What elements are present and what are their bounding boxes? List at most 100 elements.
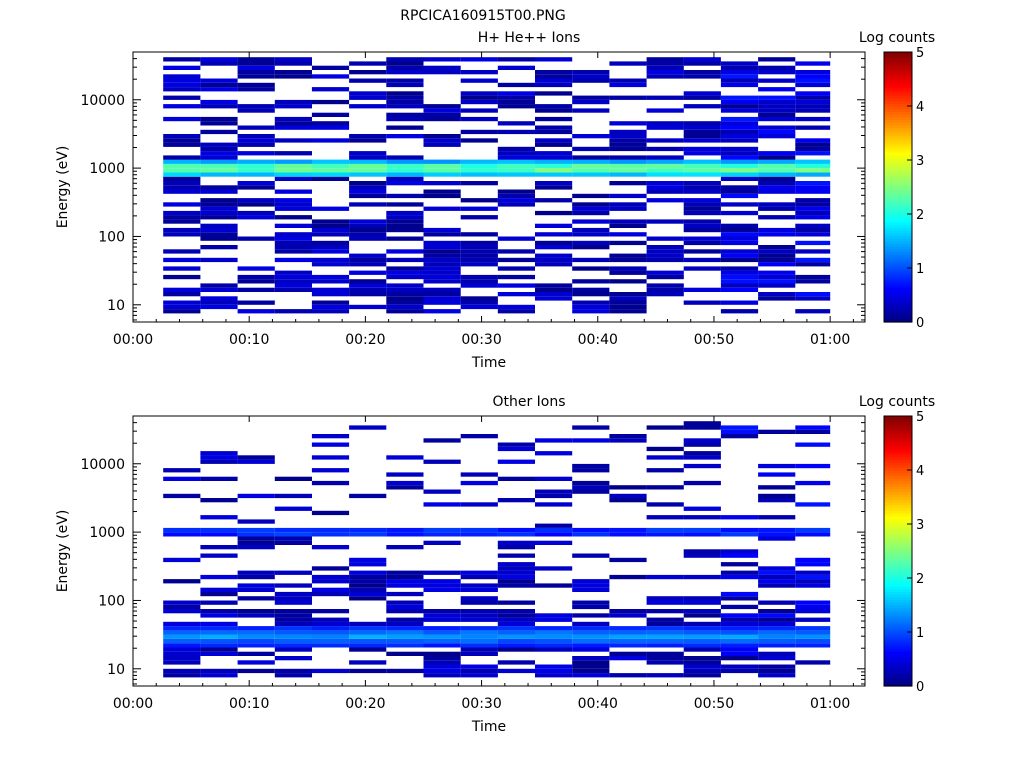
heatmap-cell [460, 262, 498, 267]
heatmap-cell [683, 455, 721, 460]
heatmap-cell [497, 613, 535, 618]
colorbar-step [884, 146, 912, 150]
heatmap-cell [386, 583, 424, 588]
heatmap-cell [163, 257, 201, 263]
heatmap-cell [237, 638, 275, 644]
heatmap-cell [274, 236, 312, 241]
colorbar-step [884, 642, 912, 647]
heatmap-cell [349, 570, 387, 575]
heatmap-cell [646, 236, 684, 241]
colorbar-step [884, 241, 912, 245]
heatmap-cell [200, 455, 238, 460]
heatmap-cell [535, 523, 573, 528]
heatmap-cell [758, 638, 796, 644]
heatmap-cell [646, 617, 684, 622]
heatmap-cell [572, 489, 610, 494]
plot-frame [132, 415, 866, 687]
heatmap-cell [274, 532, 312, 537]
heatmap-cell [237, 643, 275, 648]
heatmap-cell [163, 274, 201, 280]
colorbar-step [884, 621, 912, 625]
panel-title: Other Ions [492, 394, 565, 410]
heatmap-cell [535, 210, 573, 216]
heatmap-cell [237, 70, 275, 75]
colorbar-step [884, 119, 912, 123]
heatmap-cell [200, 202, 238, 207]
heatmap-cell [423, 570, 461, 575]
heatmap-cell [311, 121, 350, 126]
heatmap-cell [386, 236, 424, 241]
heatmap-cell [497, 446, 535, 452]
colorbar-step [884, 170, 912, 175]
heatmap-cell [720, 591, 759, 597]
heatmap-cell [609, 232, 647, 237]
heatmap-cell [460, 172, 498, 177]
heatmap-cell [758, 163, 796, 169]
heatmap-cell [163, 168, 201, 173]
heatmap-cell [163, 493, 201, 499]
colorbar-step [884, 227, 912, 231]
heatmap-cell [386, 172, 424, 177]
heatmap-cell [758, 232, 796, 237]
heatmap-cell [572, 438, 610, 443]
heatmap-cell [535, 245, 573, 250]
heatmap-cell [311, 262, 350, 267]
heatmap-cell [163, 134, 201, 139]
heatmap-cell [311, 168, 350, 173]
heatmap-cell [795, 643, 831, 648]
heatmap-cell [497, 146, 535, 152]
heatmap-cell [423, 527, 461, 533]
heatmap-cell [274, 245, 312, 250]
heatmap-cell [758, 270, 796, 275]
heatmap-cell [163, 104, 201, 109]
colorbar-step [884, 127, 912, 131]
heatmap-cell [720, 549, 759, 554]
colorbar-step [884, 583, 912, 587]
heatmap-cell [237, 309, 275, 314]
colorbar-step [884, 602, 912, 606]
heatmap-cell [423, 489, 461, 494]
heatmap-cell [683, 198, 721, 203]
heatmap-cell [423, 181, 461, 186]
y-tick-label: 10000 [80, 457, 125, 473]
heatmap-cell [572, 480, 610, 486]
heatmap-cell [386, 61, 424, 66]
heatmap-cell [535, 70, 573, 75]
heatmap-cell [274, 172, 312, 177]
heatmap-cell [758, 116, 796, 122]
colorbar-step [884, 591, 912, 595]
heatmap-cell [535, 74, 573, 79]
heatmap-cell [795, 480, 831, 486]
heatmap-cell [720, 617, 759, 622]
heatmap-cell [497, 189, 535, 194]
heatmap-cell [535, 57, 573, 62]
heatmap-cell [386, 472, 424, 477]
heatmap-cell [758, 283, 796, 288]
heatmap-cell [200, 121, 238, 126]
heatmap-cell [758, 626, 796, 631]
heatmap-cell [497, 292, 535, 297]
heatmap-cell [386, 70, 424, 75]
heatmap-cell [311, 279, 350, 284]
heatmap-cell [683, 121, 721, 126]
heatmap-cell [423, 438, 461, 443]
heatmap-cell [683, 613, 721, 618]
heatmap-cell [423, 626, 461, 631]
heatmap-cell [423, 613, 461, 618]
heatmap-cell [349, 283, 387, 288]
colorbar-step [884, 561, 912, 566]
heatmap-cell [423, 587, 461, 592]
heatmap-cell [274, 176, 312, 181]
heatmap-cell [349, 587, 387, 592]
heatmap-cell [535, 82, 573, 88]
heatmap-cell [572, 74, 610, 79]
heatmap-cell [163, 656, 201, 661]
heatmap-cell [609, 485, 647, 490]
heatmap-cell [497, 647, 535, 652]
colorbar-tick-label: 0 [916, 316, 924, 331]
heatmap-cell [795, 163, 831, 169]
heatmap-cell [609, 129, 647, 135]
heatmap-cell [795, 146, 831, 152]
heatmap-cell [497, 634, 535, 639]
heatmap-cell [460, 296, 498, 301]
